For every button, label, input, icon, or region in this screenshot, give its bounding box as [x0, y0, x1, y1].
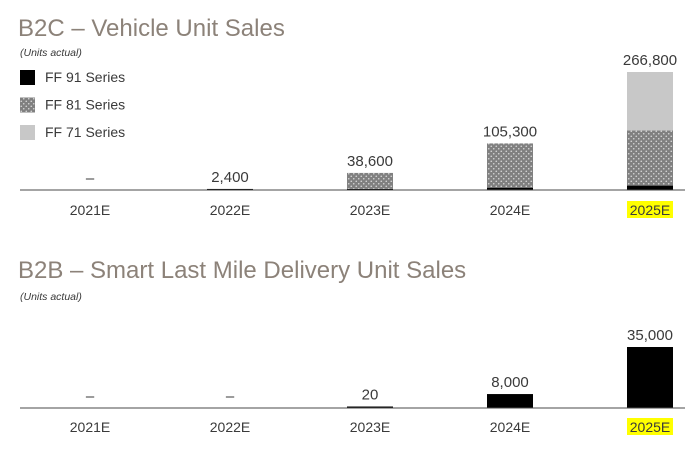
b2b-bar-2024E: [487, 394, 533, 408]
b2c-total-label-2022E: 2,400: [211, 169, 249, 186]
b2b-tick-2025E: 2025E: [630, 419, 670, 435]
b2c-bar-2024E-s1: [487, 187, 533, 190]
b2c-bar-2023E-s2: [347, 172, 393, 189]
b2b-total-label-2024E: 8,000: [491, 374, 529, 391]
b2c-legend: FF 91 Series FF 81 Series FF 71 Series: [20, 69, 125, 140]
b2b-tick-2024E: 2024E: [490, 419, 530, 435]
b2b-tick-2022E: 2022E: [210, 419, 250, 435]
legend-swatch-2: [20, 97, 35, 113]
b2c-tick-highlight: [627, 201, 673, 218]
b2c-bar-2023E-s1: [347, 188, 393, 190]
b2c-tick-2024E: 2024E: [490, 202, 530, 218]
b2b-bar-2025E: [627, 347, 673, 408]
b2b-bar-2023E: [347, 406, 393, 408]
b2c-title: B2C – Vehicle Unit Sales: [18, 15, 285, 42]
b2b-tick-highlight: [627, 418, 673, 435]
b2c-subtitle: (Units actual): [20, 47, 82, 59]
b2c-total-label-2025E: 266,800: [623, 52, 677, 69]
b2c-tick-2021E: 2021E: [70, 202, 110, 218]
b2c-bar-2024E-s2: [487, 143, 533, 188]
b2c-tick-2025E: 2025E: [630, 202, 670, 218]
b2c-bar-2025E-s2: [627, 130, 673, 186]
b2c-total-label-2023E: 38,600: [347, 153, 393, 170]
b2b-subtitle: (Units actual): [20, 291, 82, 303]
b2c-tick-2022E: 2022E: [210, 202, 250, 218]
b2b-total-label-2023E: 20: [362, 387, 379, 404]
b2c-bar-2025E-s3: [627, 72, 673, 131]
b2b-x-ticks: 2021E 2022E 2023E 2024E 2025E: [70, 418, 673, 435]
b2b-tick-2023E: 2023E: [350, 419, 390, 435]
b2b-tick-2021E: 2021E: [70, 419, 110, 435]
b2c-x-ticks: 2021E 2022E 2023E 2024E 2025E: [70, 201, 673, 218]
b2b-bars: – – 20 8,000 35,000: [86, 327, 673, 408]
b2c-total-label-2024E: 105,300: [483, 123, 537, 140]
b2c-bars: – 2,400 38,600 105,300 266,800: [86, 52, 677, 190]
legend-swatch-3: [20, 125, 35, 140]
b2b-total-label-2022E: –: [226, 388, 235, 405]
legend-label-3: FF 71 Series: [45, 124, 125, 140]
b2b-title: B2B – Smart Last Mile Delivery Unit Sale…: [18, 257, 466, 284]
b2b-total-label-2025E: 35,000: [627, 327, 673, 344]
b2c-bar-2025E-s1: [627, 185, 673, 190]
b2c-tick-2023E: 2023E: [350, 202, 390, 218]
legend-label-2: FF 81 Series: [45, 97, 125, 113]
b2c-bar-2022E-s1: [207, 188, 253, 190]
legend-label-1: FF 91 Series: [45, 69, 125, 85]
legend-swatch-1: [20, 70, 35, 85]
b2b-total-label-2021E: –: [86, 388, 95, 405]
b2c-total-label-2021E: –: [86, 170, 95, 187]
